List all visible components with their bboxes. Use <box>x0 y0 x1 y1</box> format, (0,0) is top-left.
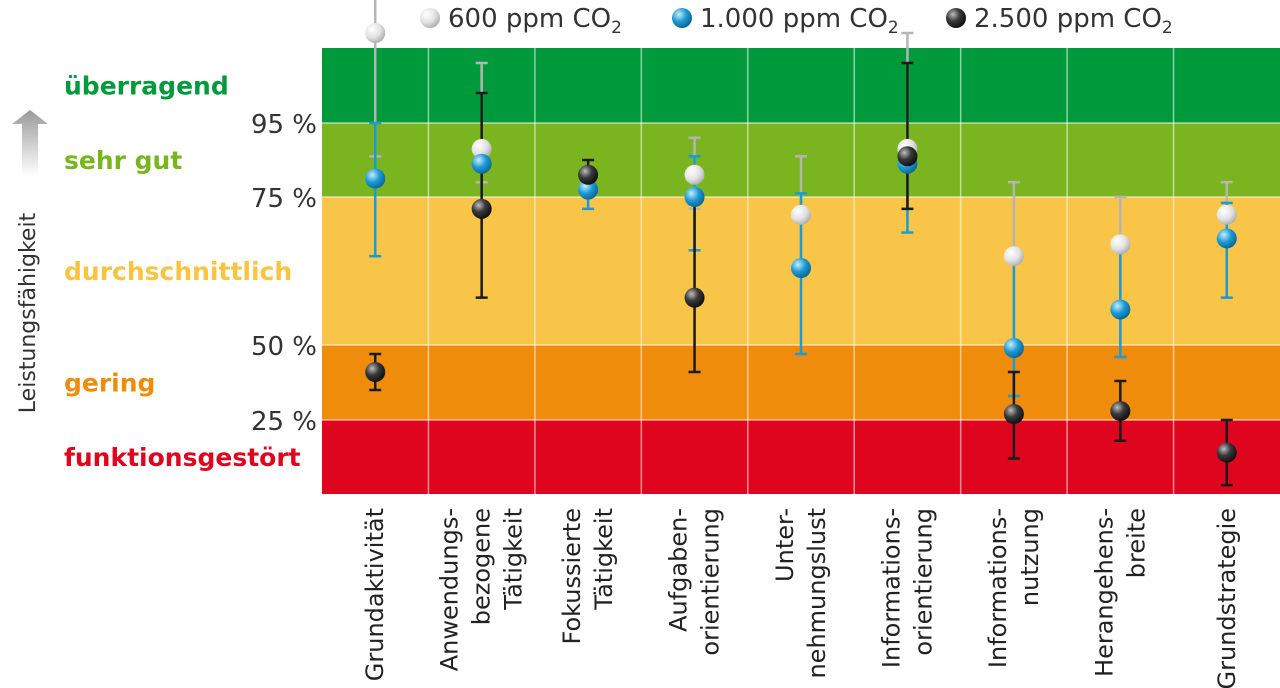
legend-label-subscript: 2 <box>611 18 622 38</box>
legend-marker <box>672 8 692 28</box>
data-point <box>1110 401 1131 421</box>
legend-label-text: 2.500 ppm CO <box>974 4 1162 34</box>
category-label: Informations- <box>877 508 905 668</box>
legend-label-text: 600 ppm CO <box>448 4 611 34</box>
band-4 <box>322 420 1280 494</box>
data-point <box>365 362 386 382</box>
data-point <box>1216 228 1237 249</box>
category-label: bezogene <box>468 508 496 625</box>
category-label: Grundaktivität <box>361 508 389 681</box>
data-point <box>365 168 386 189</box>
data-point <box>684 164 705 185</box>
data-point <box>1003 404 1024 424</box>
category-label: Unter- <box>771 508 799 582</box>
category-label: Tätigkeit <box>500 508 528 611</box>
band-label: gering <box>64 369 155 398</box>
data-point <box>1110 234 1131 255</box>
data-point <box>684 187 705 207</box>
category-label: Anwendungs- <box>436 508 464 671</box>
legend-label-subscript: 2 <box>888 18 899 38</box>
category-label: Herangehens- <box>1090 508 1118 677</box>
data-point <box>1216 442 1237 463</box>
y-tick-label: 75 % <box>251 184 317 214</box>
data-point <box>1003 246 1024 267</box>
band-label: durchschnittlich <box>64 257 292 286</box>
category-label: Aufgaben- <box>665 508 693 632</box>
y-axis-title: Leistungsfähigkeit <box>16 212 41 413</box>
category-label: orientierung <box>697 508 725 656</box>
data-point <box>1003 338 1024 358</box>
category-label: orientierung <box>909 508 937 656</box>
category-gridlines <box>427 48 1175 494</box>
data-point <box>471 153 492 174</box>
legend-label-subscript: 2 <box>1162 18 1173 38</box>
category-label: Grundstrategie <box>1213 508 1241 688</box>
legend-label: 1.000 ppm CO2 <box>700 4 899 38</box>
y-axis-title-group: Leistungsfähigkeit <box>12 110 48 413</box>
y-axis-ticks: 25 % 50 % 75 % 95 % <box>251 110 317 437</box>
data-point <box>471 198 492 219</box>
band-label: überragend <box>64 72 229 101</box>
category-label: Tätigkeit <box>590 508 618 611</box>
data-point <box>365 23 386 43</box>
band-3 <box>322 345 1280 420</box>
band-label: sehr gut <box>64 146 182 175</box>
category-label: Informations- <box>984 508 1012 668</box>
data-point <box>791 204 811 225</box>
legend-marker <box>946 8 966 28</box>
category-label: nutzung <box>1016 508 1044 606</box>
data-point <box>578 164 599 185</box>
band-labels: überragend sehr gut durchschnittlich gering… <box>64 72 301 473</box>
category-label: Fokussierte <box>558 508 586 645</box>
legend-label: 600 ppm CO2 <box>448 4 622 38</box>
data-point <box>1110 299 1131 320</box>
y-tick-label: 95 % <box>251 110 317 140</box>
data-point <box>791 258 811 279</box>
legend-label: 2.500 ppm CO2 <box>974 4 1173 38</box>
data-point <box>578 179 599 200</box>
category-label: breite <box>1122 508 1150 578</box>
data-point <box>1216 204 1237 225</box>
band-label: funktionsgestört <box>64 443 301 472</box>
category-labels: Grundaktivität Anwendungs-bezogene Tätigke… <box>361 508 1241 688</box>
arrow-up-icon <box>12 110 48 176</box>
data-point <box>684 287 705 308</box>
y-tick-label: 50 % <box>251 332 317 362</box>
legend-label-text: 1.000 ppm CO <box>700 4 888 34</box>
band-0 <box>322 48 1280 123</box>
data-point <box>897 146 918 167</box>
chart-legend: 600 ppm CO2 1.000 ppm CO2 2.500 ppm CO2 <box>420 4 1173 38</box>
category-label: nehmungslust <box>803 508 831 679</box>
legend-marker <box>420 8 440 28</box>
data-points <box>365 23 1237 463</box>
data-point <box>471 138 492 159</box>
y-tick-label: 25 % <box>251 407 317 437</box>
